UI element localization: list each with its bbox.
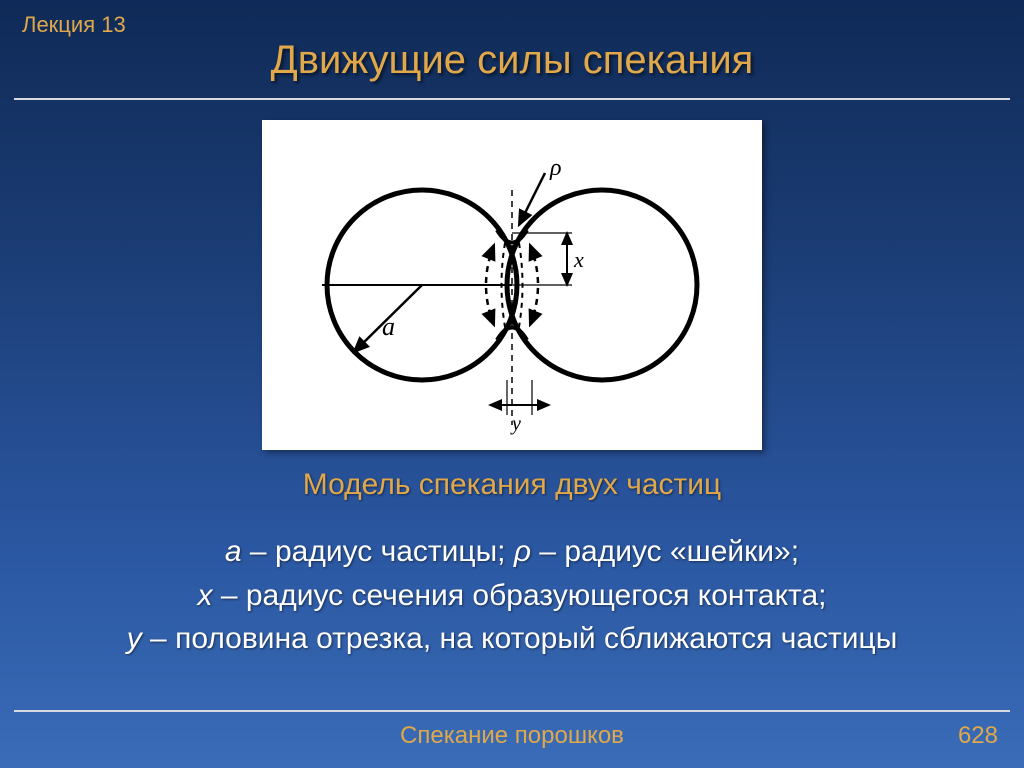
legend-x-sym: x <box>198 579 213 612</box>
legend-rho-sym: ρ <box>514 535 531 568</box>
legend-line-3: y – половина отрезка, на который сближаю… <box>0 617 1024 661</box>
label-x: x <box>573 247 584 272</box>
legend-y-sym: y <box>127 622 142 655</box>
legend-rho-txt: – радиус «шейки»; <box>531 535 799 568</box>
footer-text: Спекание порошков <box>0 722 1024 750</box>
page-number: 628 <box>958 722 998 750</box>
divider-top <box>14 98 1010 100</box>
lecture-tag: Лекция 13 <box>22 12 126 38</box>
label-rho: ρ <box>549 155 562 181</box>
divider-bottom <box>14 710 1010 712</box>
diagram-container: a ρ x y <box>262 120 762 450</box>
legend-a-sym: a <box>225 535 242 568</box>
label-a: a <box>382 312 395 341</box>
diagram-caption: Модель спекания двух частиц <box>0 468 1024 502</box>
legend-line-2: x – радиус сечения образующегося контакт… <box>0 574 1024 618</box>
legend-a-txt: – радиус частицы; <box>242 535 514 568</box>
legend-line-1: a – радиус частицы; ρ – радиус «шейки»; <box>0 530 1024 574</box>
legend-block: a – радиус частицы; ρ – радиус «шейки»; … <box>0 530 1024 661</box>
label-y: y <box>510 413 521 435</box>
sintering-diagram: a ρ x y <box>272 125 752 445</box>
slide-title: Движущие силы спекания <box>0 38 1024 83</box>
legend-x-txt: – радиус сечения образующегося контакта; <box>213 579 827 612</box>
legend-y-txt: – половина отрезка, на который сближаютс… <box>142 622 898 655</box>
slide: Лекция 13 Движущие силы спекания <box>0 0 1024 768</box>
